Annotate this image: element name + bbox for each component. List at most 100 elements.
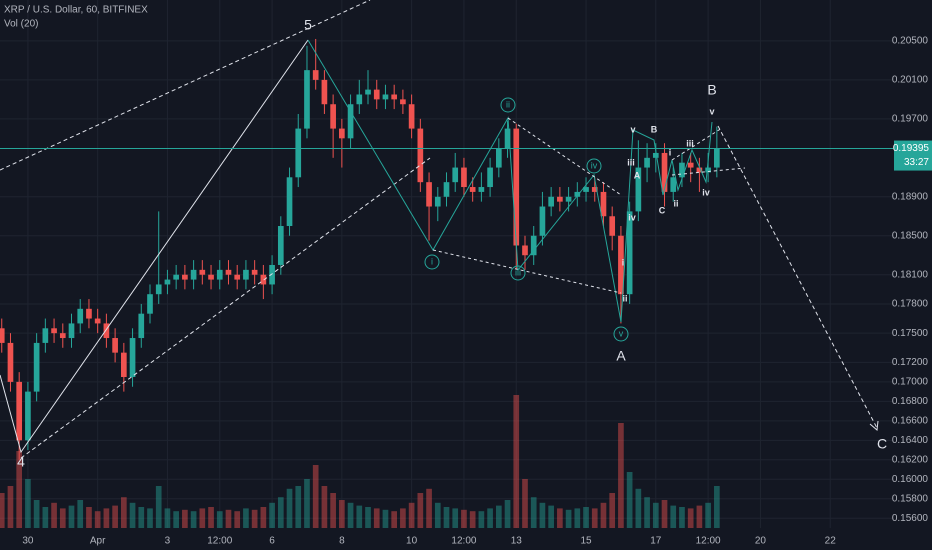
volume-bar bbox=[548, 505, 554, 528]
wave-circle bbox=[424, 254, 440, 270]
candle-body bbox=[679, 162, 685, 178]
volume-bar bbox=[103, 508, 110, 528]
candle-body bbox=[77, 308, 84, 324]
candle-body bbox=[190, 269, 197, 280]
volume-bar bbox=[687, 508, 694, 528]
volume-bar bbox=[443, 507, 450, 528]
candle-body bbox=[164, 279, 171, 285]
channel-line bbox=[20, 157, 431, 459]
wave-label: v bbox=[619, 328, 624, 338]
volume-bar bbox=[591, 508, 598, 528]
volume-bar bbox=[86, 507, 92, 528]
volume-bar bbox=[277, 497, 284, 528]
wave-label: v bbox=[709, 106, 714, 116]
volume-bar bbox=[243, 508, 249, 528]
candle-body bbox=[652, 152, 659, 158]
volume-bar bbox=[155, 486, 162, 528]
channel-line bbox=[671, 127, 723, 161]
wave-label: i bbox=[622, 257, 625, 267]
candle-body bbox=[7, 342, 14, 382]
candle-body bbox=[400, 99, 406, 105]
volume-bar bbox=[408, 502, 415, 528]
arrow-head bbox=[869, 420, 879, 431]
candle-body bbox=[487, 167, 493, 188]
candle-body bbox=[234, 274, 241, 280]
volume-bar bbox=[670, 505, 677, 528]
wave-line bbox=[0, 39, 309, 454]
candle-body bbox=[68, 323, 75, 339]
candle-body bbox=[59, 333, 66, 339]
volume-bar bbox=[696, 505, 703, 528]
y-tick-label: 0.18900 bbox=[892, 191, 929, 202]
volume-bar bbox=[626, 472, 633, 528]
last-price-box bbox=[894, 140, 932, 171]
x-tick-label: 17 bbox=[650, 536, 662, 547]
wave-label: C bbox=[877, 436, 887, 452]
candle-body bbox=[434, 196, 441, 207]
volume-bar bbox=[7, 486, 14, 528]
volume-bar bbox=[530, 497, 537, 528]
volume-bar bbox=[461, 509, 467, 528]
volume-bar bbox=[304, 479, 310, 528]
x-tick-label: 10 bbox=[406, 536, 418, 547]
y-tick-label: 0.18500 bbox=[892, 230, 929, 241]
candle-body bbox=[147, 294, 153, 314]
volume-bar bbox=[51, 502, 57, 528]
candle-body bbox=[635, 167, 642, 212]
wave-label: iv bbox=[702, 187, 710, 197]
candle-body bbox=[714, 148, 720, 168]
wave-label: ii bbox=[622, 293, 627, 303]
x-tick-label: 12:00 bbox=[696, 536, 721, 547]
wave-label: iv bbox=[591, 160, 598, 170]
volume-bar bbox=[495, 505, 502, 528]
volume-bar bbox=[661, 500, 668, 528]
volume-bar bbox=[208, 507, 214, 528]
wave-circle bbox=[586, 158, 602, 174]
volume-bar bbox=[225, 509, 232, 528]
candle-body bbox=[600, 191, 607, 217]
candle-body bbox=[408, 104, 415, 129]
volume-bar bbox=[356, 505, 363, 528]
countdown: 33:27 bbox=[904, 157, 929, 168]
candle-body bbox=[155, 284, 162, 295]
wave-circle bbox=[510, 265, 526, 281]
volume-bar bbox=[321, 486, 328, 528]
volume-bar bbox=[260, 507, 267, 528]
volume-bar bbox=[635, 488, 642, 528]
y-tick-label: 0.16200 bbox=[892, 454, 929, 465]
candle-body bbox=[452, 167, 459, 183]
candle-body bbox=[513, 128, 520, 246]
candle-body bbox=[565, 196, 572, 202]
price-axis bbox=[893, 0, 932, 550]
volume-bar bbox=[365, 507, 371, 528]
candle-body bbox=[94, 318, 101, 324]
volume-bar bbox=[251, 509, 258, 528]
wave-circle bbox=[613, 326, 629, 342]
candle-body bbox=[120, 352, 127, 378]
volume-bar bbox=[295, 486, 302, 528]
wave-label: A bbox=[634, 170, 641, 180]
candle-body bbox=[670, 177, 677, 192]
chart-title: XRP / U.S. Dollar, 60, BITFINEX bbox=[4, 5, 148, 16]
volume-bar bbox=[269, 502, 275, 528]
candle-body bbox=[33, 342, 40, 392]
candle-body bbox=[530, 235, 537, 256]
volume-bar bbox=[478, 511, 485, 528]
channel-line bbox=[507, 117, 622, 196]
candle-body bbox=[260, 274, 267, 285]
volume-bar bbox=[557, 508, 563, 528]
candle-body bbox=[216, 269, 223, 280]
y-tick-label: 0.16800 bbox=[892, 396, 929, 407]
candle-body bbox=[583, 187, 589, 192]
x-tick-label: 6 bbox=[269, 536, 275, 547]
candle-body bbox=[687, 162, 694, 168]
y-tick-label: 0.15600 bbox=[892, 513, 929, 524]
candle-body bbox=[16, 381, 23, 441]
candle-body bbox=[277, 226, 284, 265]
volume-bar bbox=[0, 493, 5, 528]
channel-line bbox=[671, 167, 746, 176]
wave-label: 4 bbox=[17, 454, 25, 470]
wave-label: A bbox=[616, 348, 626, 364]
wave-label: iii bbox=[515, 267, 521, 277]
wave-line bbox=[307, 39, 713, 323]
